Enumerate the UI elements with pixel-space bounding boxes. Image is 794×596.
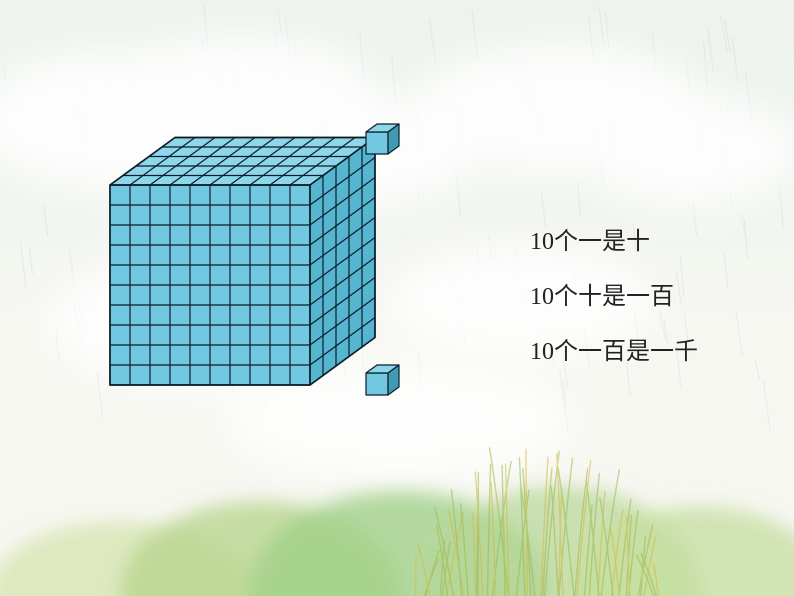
text-line-3: 10个一百是一千 [530, 340, 698, 364]
place-value-text-block: 10个一是十 10个十是一百 10个一百是一千 [530, 230, 698, 364]
slide-canvas: 10个一是十 10个十是一百 10个一百是一千 [0, 0, 794, 596]
text-line-2: 10个十是一百 [530, 285, 698, 309]
text-line-1: 10个一是十 [530, 230, 698, 254]
